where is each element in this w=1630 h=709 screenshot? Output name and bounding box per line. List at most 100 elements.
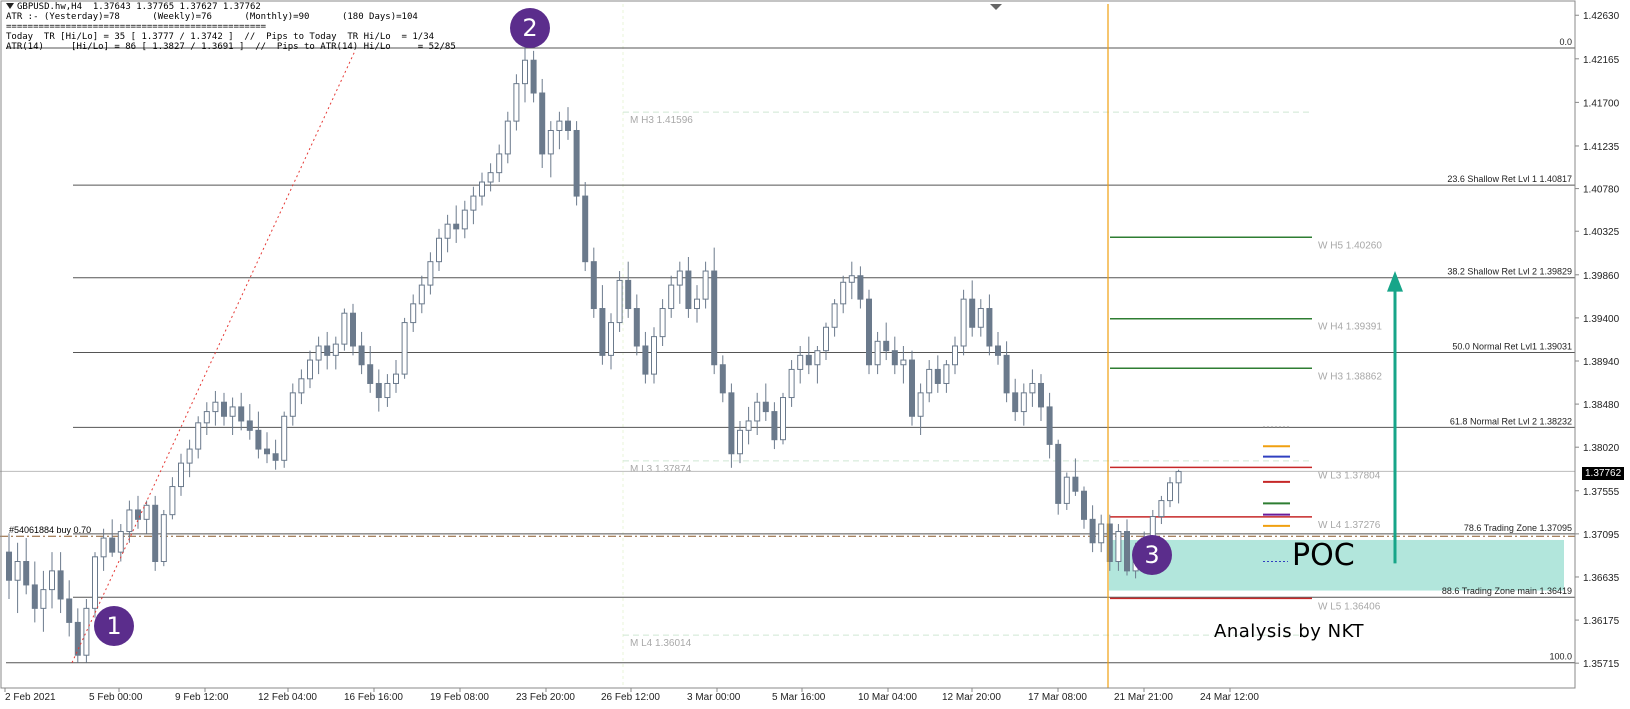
x-tick-label: 12 Mar 20:00 [942, 692, 1001, 703]
candle [307, 350, 313, 389]
candle [651, 327, 657, 384]
candle-body [788, 368, 795, 399]
x-tick-label: 12 Feb 04:00 [258, 692, 317, 703]
candle [178, 453, 184, 496]
candle-body [1046, 406, 1053, 445]
candle-body [823, 326, 829, 352]
candle-body [728, 392, 735, 455]
candle-body [246, 420, 253, 431]
wave-marker-1: 1 [94, 606, 134, 646]
candle-body [814, 350, 821, 366]
candle-body [1012, 392, 1019, 413]
candle [539, 78, 546, 168]
today-line: Today TR [Hi/Lo] = 35 [ 1.3777 / 1.3742 … [6, 32, 435, 42]
candle [410, 294, 417, 332]
candle-body [1063, 476, 1070, 504]
x-tick-label: 3 Mar 00:00 [687, 692, 741, 703]
candle [109, 519, 116, 557]
candle-body [986, 308, 993, 347]
candle-body [92, 556, 98, 609]
y-tick-label: 1.40325 [1583, 227, 1620, 238]
candle [995, 331, 1001, 365]
candle-body [444, 223, 451, 239]
scroll-marker-icon [990, 4, 1002, 10]
y-tick-label: 1.39400 [1583, 314, 1620, 325]
candle [1003, 341, 1010, 403]
monthly-level-label: M L4 1.36014 [630, 638, 692, 649]
fib-label: 50.0 Normal Ret Lvl1 1.39031 [1452, 341, 1572, 351]
candle [1072, 458, 1079, 496]
candle-body [582, 195, 589, 263]
candle [711, 247, 718, 375]
candle-body [135, 509, 141, 520]
candle [143, 500, 150, 534]
candle-body [470, 195, 477, 211]
candle [1055, 439, 1062, 515]
candle-body [1089, 518, 1096, 544]
wave-marker-3: 3 [1132, 535, 1172, 575]
candle [152, 495, 159, 571]
candle-body [625, 279, 632, 310]
candle-body [1175, 471, 1182, 484]
candle-body [255, 429, 262, 450]
candle-body [754, 401, 761, 422]
candle [453, 205, 460, 243]
candle [281, 411, 288, 468]
candle-body [1167, 482, 1173, 502]
candle-body [840, 281, 847, 305]
y-tick-label: 1.37555 [1583, 487, 1620, 498]
candle [883, 322, 890, 361]
separator-line: ========================================… [6, 22, 267, 32]
candle [917, 383, 924, 436]
x-tick-label: 23 Feb 20:00 [516, 692, 575, 703]
candle-body [169, 486, 176, 516]
candle-body [771, 411, 778, 441]
candle [547, 121, 554, 178]
chart-frame [0, 0, 1576, 689]
analysis-credit: Analysis by NKT [1214, 621, 1365, 642]
weekly-level-label: W H4 1.39391 [1318, 322, 1382, 333]
candle [393, 360, 399, 393]
candle [264, 432, 270, 464]
fib-label: 38.2 Shallow Ret Lvl 2 1.39829 [1447, 267, 1572, 277]
x-tick-label: 26 Feb 12:00 [601, 692, 660, 703]
candle [1063, 472, 1070, 510]
trend-line [71, 50, 356, 663]
candle [608, 313, 614, 370]
poc-label: POC [1292, 538, 1355, 573]
candle [934, 355, 941, 393]
candle-body [375, 382, 382, 399]
candle [169, 477, 176, 520]
candle [341, 308, 348, 351]
candle [14, 542, 21, 614]
candle-body [1115, 531, 1122, 563]
candle-body [565, 120, 571, 131]
candle [272, 439, 279, 470]
candle [857, 266, 864, 309]
candle [444, 214, 451, 253]
candle-body [883, 340, 890, 352]
candle-body [401, 322, 408, 375]
candle [556, 111, 563, 150]
candle [203, 402, 210, 436]
candle-body [143, 504, 150, 520]
candle [805, 336, 812, 375]
candle-body [573, 129, 580, 197]
candle-body [504, 120, 511, 155]
x-tick-label: 9 Feb 12:00 [175, 692, 229, 703]
candle-body [83, 607, 90, 656]
candle [358, 331, 365, 375]
candle-body [186, 448, 193, 464]
candle [66, 580, 73, 637]
candle [246, 404, 253, 440]
candle [513, 74, 520, 131]
y-tick-label: 1.38480 [1583, 400, 1620, 411]
candle [1012, 378, 1019, 421]
candle-body [668, 284, 675, 310]
candle-body [178, 462, 184, 488]
candle [229, 397, 236, 436]
candle-body [616, 279, 623, 324]
y-tick-label: 1.36175 [1583, 616, 1620, 627]
collapse-triangle-icon[interactable] [6, 3, 14, 9]
